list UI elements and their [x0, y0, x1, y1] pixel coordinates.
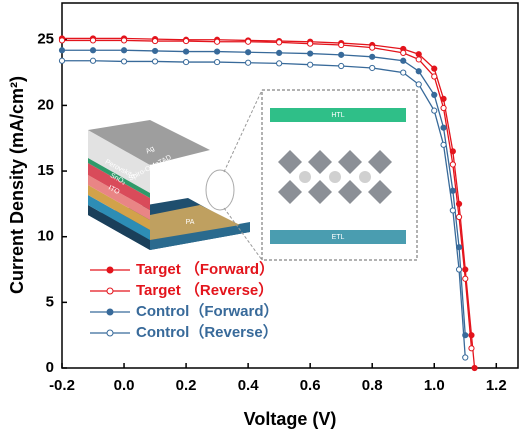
data-point — [440, 104, 447, 112]
x-axis-label: Voltage (V) — [244, 409, 337, 429]
legend-label: Target （Forward） — [136, 260, 274, 278]
data-point — [449, 187, 456, 194]
legend-label: Target （Reverse） — [136, 281, 273, 299]
data-point — [400, 49, 407, 56]
device-inset — [88, 89, 263, 261]
x-tick-label: 1.0 — [424, 377, 445, 394]
data-point — [462, 354, 469, 361]
data-point — [338, 51, 345, 58]
data-point — [58, 37, 66, 44]
data-point — [462, 275, 469, 282]
data-point — [471, 364, 478, 372]
inset-label: HTL — [331, 112, 344, 119]
data-point — [182, 48, 190, 55]
data-point — [214, 38, 221, 45]
y-tick-label: 0 — [46, 359, 54, 376]
data-point — [276, 49, 283, 56]
series-line — [62, 49, 466, 336]
data-point — [120, 37, 128, 44]
x-tick-label: 0.2 — [176, 377, 197, 394]
y-tick-label: 25 — [37, 31, 54, 48]
legend-label: Control（Reverse） — [136, 323, 278, 341]
data-point — [400, 69, 407, 76]
series-line — [62, 37, 476, 368]
data-point — [89, 37, 97, 44]
data-point — [338, 62, 345, 70]
x-tick-label: 0.0 — [114, 377, 135, 394]
structure-inset — [261, 89, 418, 261]
inset-label: PA — [186, 219, 195, 226]
data-point — [455, 266, 463, 273]
data-point — [440, 124, 447, 131]
inset-label: Ag — [145, 145, 156, 155]
legend-marker — [106, 308, 114, 316]
data-point — [369, 53, 376, 60]
x-tick-label: 0.6 — [300, 377, 321, 394]
data-point — [120, 47, 128, 54]
data-point — [245, 59, 252, 66]
y-tick-label: 20 — [37, 96, 54, 113]
y-axis-label: Current Density (mA/cm²) — [7, 76, 27, 294]
data-point — [455, 213, 463, 221]
y-tick-label: 5 — [46, 293, 54, 310]
x-tick-label: 0.4 — [238, 377, 260, 394]
legend-marker — [106, 329, 114, 337]
data-point — [151, 37, 159, 45]
data-point — [307, 40, 314, 47]
data-point — [462, 266, 469, 273]
data-point — [120, 58, 128, 65]
inset-label: ETL — [332, 234, 345, 241]
legend-marker — [106, 287, 114, 295]
legend-label: Control（Forward） — [136, 302, 279, 320]
data-point — [415, 56, 422, 63]
data-point — [182, 58, 190, 66]
data-point — [415, 51, 422, 58]
data-point — [58, 57, 66, 64]
data-point — [151, 58, 159, 65]
data-point — [369, 64, 376, 72]
data-point — [468, 345, 475, 352]
x-tick-label: 1.2 — [486, 377, 507, 394]
y-tick-label: 15 — [37, 162, 54, 179]
y-tick-label: 10 — [37, 228, 54, 245]
data-point — [307, 50, 314, 57]
data-point — [431, 73, 438, 80]
data-point — [276, 39, 283, 46]
data-point — [431, 91, 438, 99]
data-point — [431, 107, 438, 114]
data-point — [214, 48, 221, 55]
plot-frame — [61, 2, 519, 369]
data-point — [449, 161, 456, 168]
data-point — [415, 81, 422, 88]
data-point — [400, 57, 407, 64]
legend-marker — [106, 266, 114, 274]
data-point — [369, 44, 376, 51]
data-point — [415, 68, 422, 75]
data-point — [431, 65, 438, 72]
data-point — [214, 58, 221, 66]
data-point — [151, 47, 159, 55]
data-point — [89, 57, 97, 64]
x-tick-label: 0.8 — [362, 377, 383, 394]
data-point — [276, 60, 283, 67]
data-point — [307, 61, 314, 68]
data-point — [440, 141, 447, 148]
inset-label: ITO — [107, 185, 121, 197]
data-point — [182, 37, 190, 45]
data-point — [449, 207, 456, 214]
data-point — [245, 38, 252, 45]
data-point — [89, 47, 97, 54]
data-point — [58, 47, 66, 54]
data-point — [245, 49, 252, 56]
series-line — [62, 60, 466, 358]
data-point — [338, 41, 345, 49]
x-tick-label: -0.2 — [49, 377, 75, 394]
